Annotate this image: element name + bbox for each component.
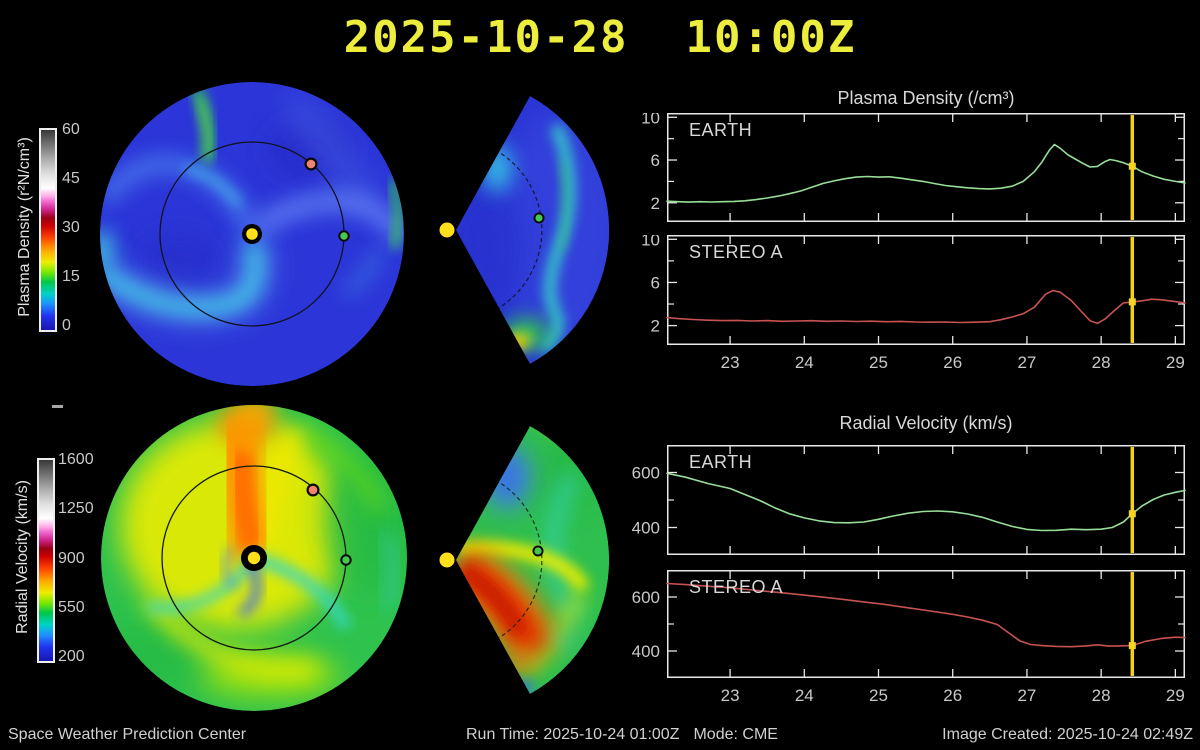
earth-marker: [340, 554, 352, 566]
colorbar-tick-label: 1600: [58, 451, 94, 468]
footer-run-time: Run Time: 2025-10-24 01:00Z: [466, 726, 680, 743]
axis-tick-label: 400: [632, 519, 660, 538]
data-line: [666, 143, 1186, 203]
colorbar-tick-label: 900: [58, 549, 85, 567]
earth-velocity-chart: 400 600: [627, 445, 1189, 590]
colorbar-tick-label: 550: [58, 598, 85, 616]
colorbar-tick-label: 60: [62, 121, 80, 138]
footer-image-created: Image Created: 2025-10-24 02:49Z: [942, 726, 1193, 743]
stereo-a-velocity-label: STEREO A: [689, 577, 784, 597]
footer-org: Space Weather Prediction Center: [8, 726, 247, 743]
colorbar-tick-label: 1250: [58, 500, 94, 518]
density-ecliptic-map: [100, 82, 404, 386]
radial-velocity-colorbar-gradient: [37, 458, 55, 663]
timestamp-title: 2025-10-28 10:00Z: [343, 12, 857, 63]
chart-canvas: 400 600: [632, 445, 1186, 555]
density-meridional-map: [439, 96, 610, 364]
earth-marker: [338, 230, 350, 242]
stray-tick-mark: [52, 405, 63, 408]
axis-tick-label: 25: [869, 353, 888, 372]
earth-density-chart: 2 6 10: [627, 108, 1189, 257]
current-value-marker: [1128, 298, 1136, 306]
axis-tick-label: 25: [869, 686, 888, 705]
colorbar-tick-label: 30: [62, 219, 80, 236]
axis-tick-label: 23: [721, 353, 740, 372]
axis-tick-label: 2: [651, 194, 660, 213]
velocity-meridional-map: [439, 426, 610, 694]
density-section-title: Plasma Density (/cm³): [837, 88, 1015, 108]
axis-tick-label: 600: [632, 588, 660, 607]
axis-tick-label: 29: [1166, 353, 1185, 372]
data-line: [666, 472, 1186, 532]
sun-icon: [241, 545, 267, 571]
sun-icon: [242, 224, 262, 244]
colorbar-tick-label: 15: [62, 268, 80, 285]
stereo-a-density-label: STEREO A: [689, 242, 784, 262]
colorbar-tick-label: 45: [62, 170, 80, 187]
chart-canvas: 2 6 10: [641, 108, 1186, 222]
colorbar-tick-label: 200: [58, 648, 85, 665]
axis-tick-label: 2: [651, 317, 660, 336]
current-value-marker: [1128, 642, 1136, 650]
sun-icon: [439, 222, 455, 238]
stereo-a-marker: [304, 157, 318, 171]
footer-run-info: Run Time: 2025-10-24 01:00Z Mode: CME: [466, 726, 778, 744]
axis-tick-label: 23: [721, 686, 740, 705]
axis-tick-label: 6: [651, 151, 660, 170]
stereo-a-density-chart: 23 24 25 26 27 28 29 2 6 10: [627, 230, 1189, 380]
axis-tick-label: 24: [795, 686, 814, 705]
stereo-a-velocity-chart: 23 24 25 26 27 28 29 400 600: [627, 570, 1189, 713]
data-line: [666, 582, 1186, 648]
chart-canvas: 23 24 25 26 27 28 29 400 600: [632, 570, 1186, 705]
axis-tick-label: 26: [943, 686, 962, 705]
axis-tick-label: 400: [632, 642, 660, 661]
current-value-marker: [1128, 162, 1136, 170]
velocity-section-title: Radial Velocity (km/s): [839, 413, 1013, 433]
colorbar-tick-label: 0: [62, 317, 71, 334]
axis-tick-label: 24: [795, 353, 814, 372]
axis-tick-label: 26: [943, 353, 962, 372]
axis-tick-label: 28: [1092, 686, 1111, 705]
earth-density-label: EARTH: [689, 120, 753, 140]
axis-tick-label: 27: [1017, 686, 1036, 705]
axis-tick-label: 600: [632, 464, 660, 483]
data-line: [666, 289, 1186, 325]
axis-tick-label: 27: [1017, 353, 1036, 372]
axis-tick-label: 10: [641, 235, 660, 249]
footer-mode: Mode: CME: [693, 726, 778, 743]
earth-marker: [532, 545, 544, 557]
sun-icon: [439, 552, 455, 568]
axis-tick-label: 10: [641, 113, 660, 127]
axis-tick-label: 6: [651, 273, 660, 292]
earth-velocity-label: EARTH: [689, 452, 753, 472]
axis-tick-label: 28: [1092, 353, 1111, 372]
current-value-marker: [1128, 510, 1136, 518]
earth-marker: [533, 212, 545, 224]
plasma-density-colorbar-gradient: [39, 128, 57, 332]
stereo-a-marker: [306, 483, 320, 497]
axis-tick-label: 29: [1166, 686, 1185, 705]
velocity-ecliptic-map: [101, 405, 407, 711]
heliosphere-maps: [100, 82, 610, 711]
